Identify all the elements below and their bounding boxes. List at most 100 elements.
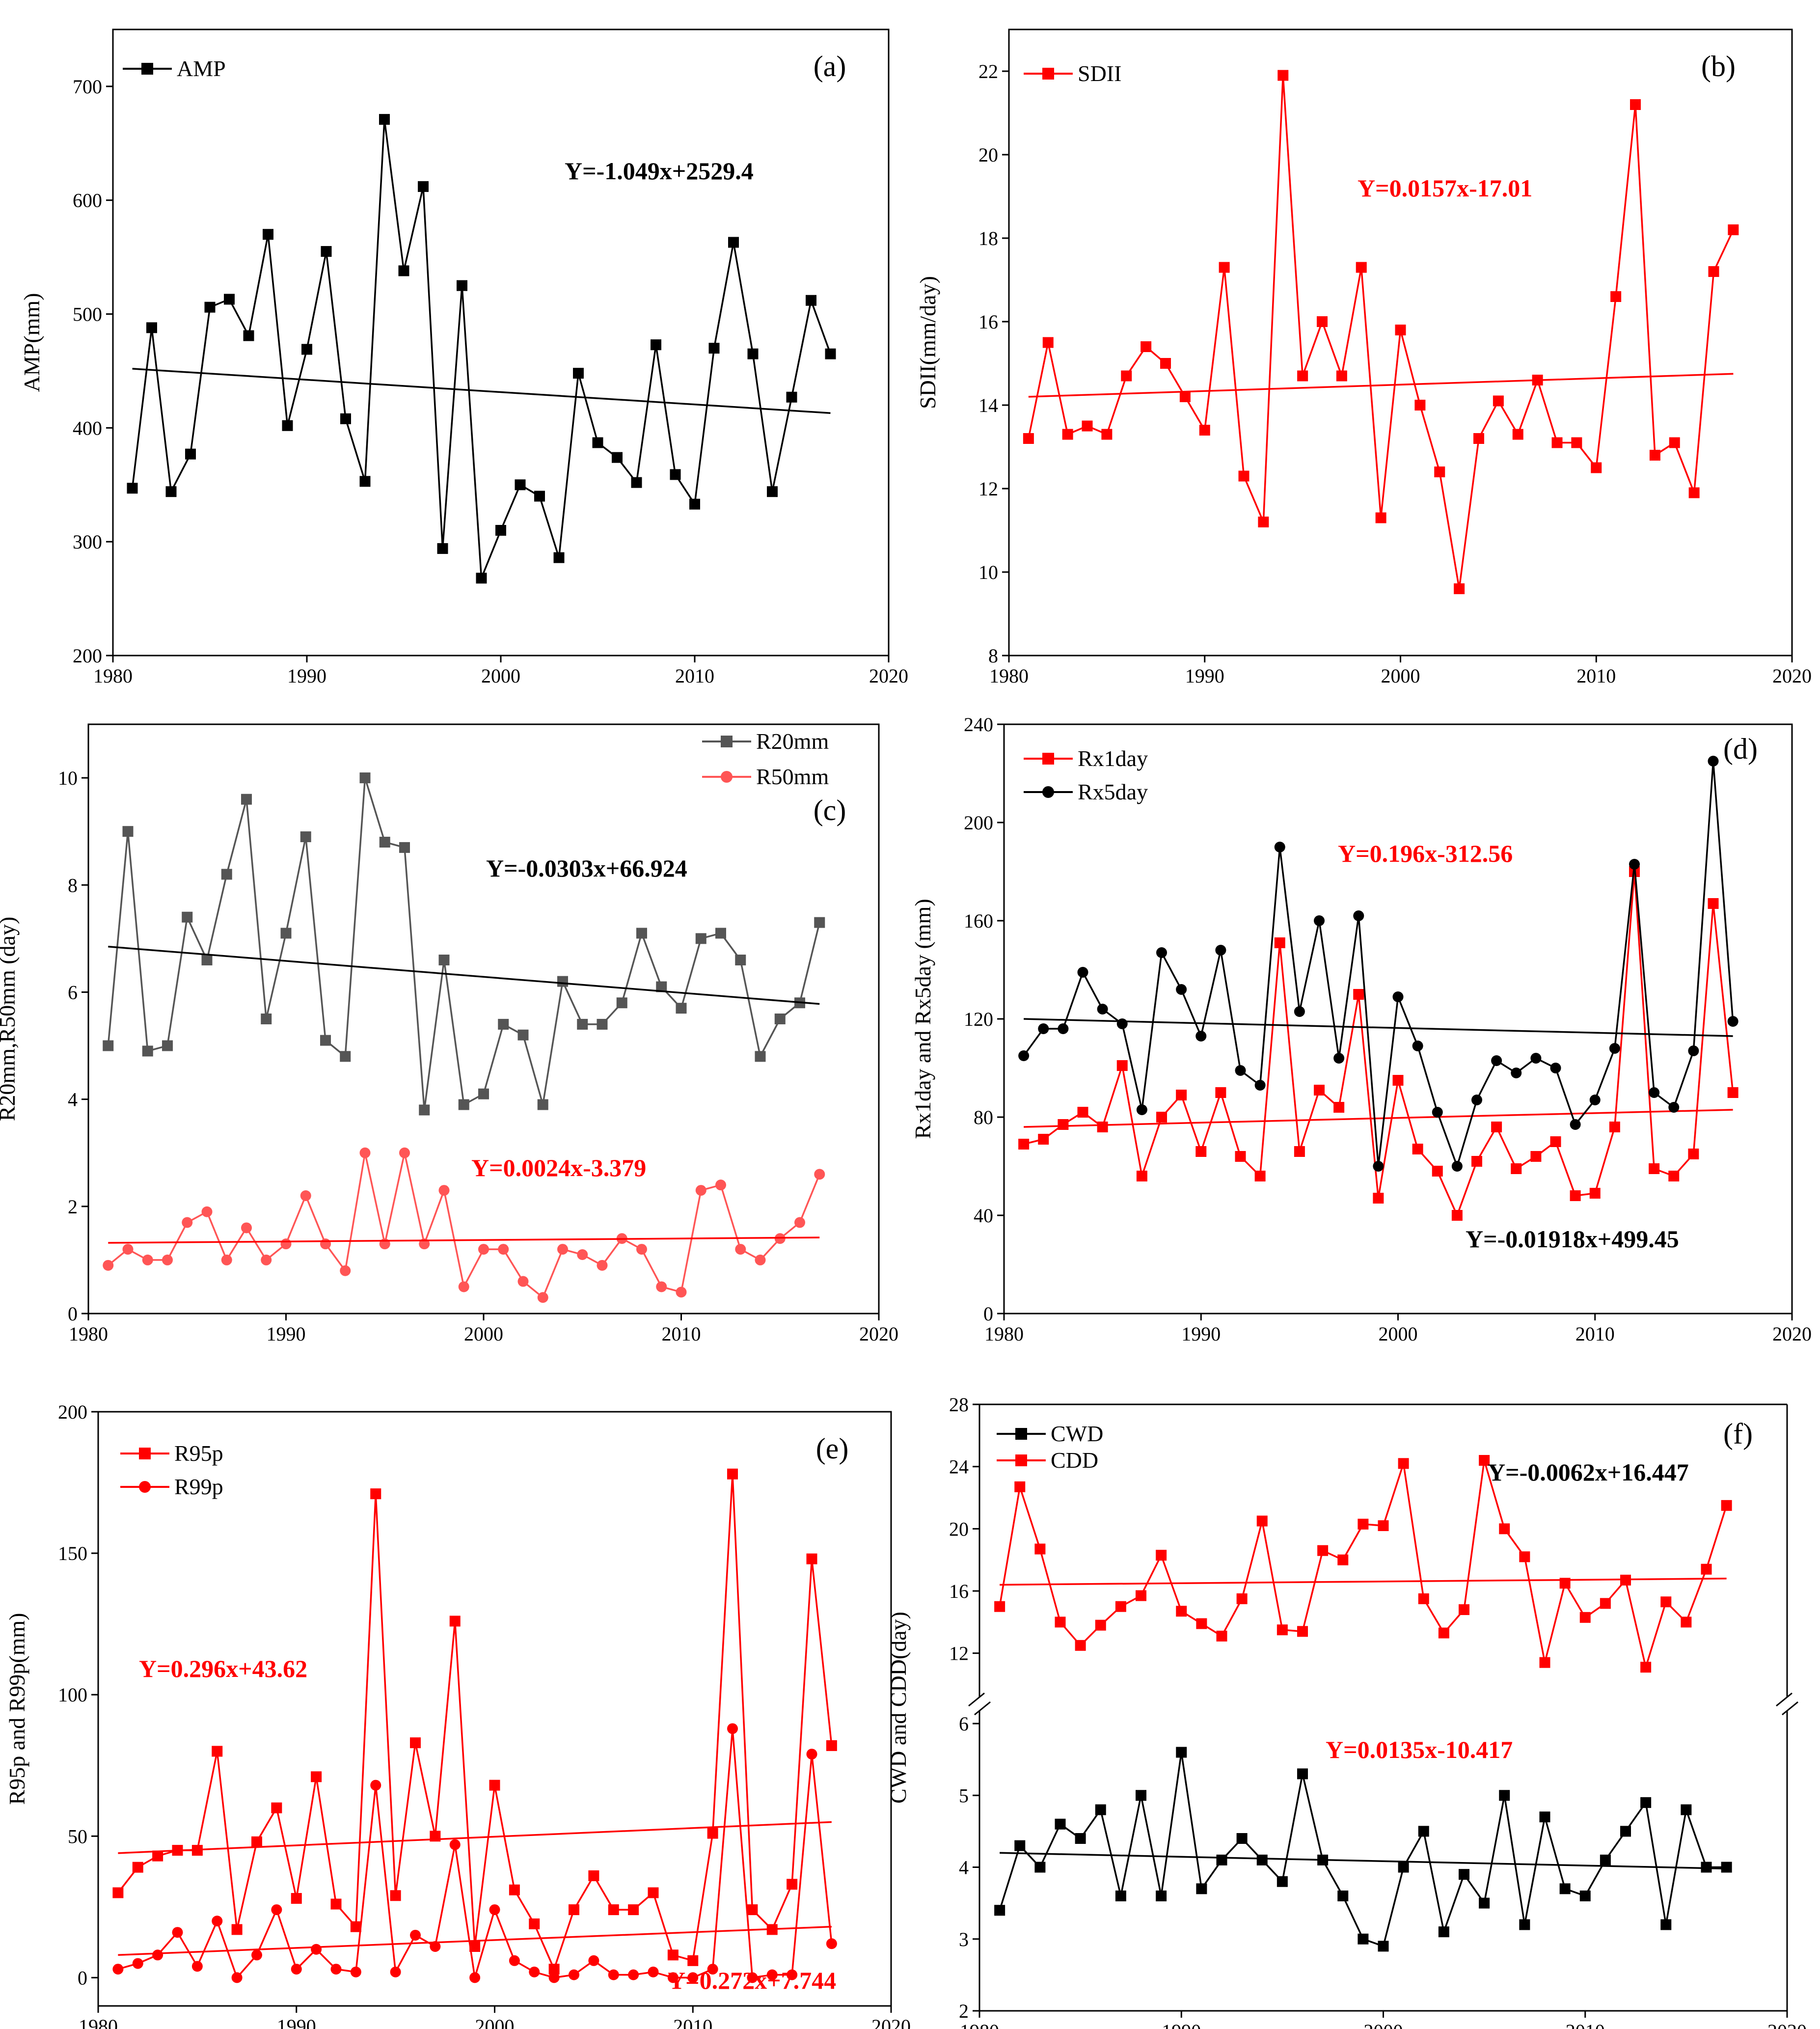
- data-point-CDD: [1579, 1612, 1591, 1623]
- trend-line-Rx5day: [1024, 1018, 1733, 1037]
- data-point-CWD: [1519, 1919, 1530, 1930]
- data-point-R20mm: [755, 1051, 766, 1062]
- data-point-R95p: [548, 1964, 560, 1975]
- data-point-R50mm: [201, 1206, 213, 1217]
- data-point-R99p: [311, 1944, 322, 1955]
- data-point-CDD: [1600, 1598, 1611, 1609]
- data-point-Rx5day: [1451, 1161, 1463, 1172]
- data-point-R95p: [152, 1850, 163, 1862]
- data-point-R20mm: [656, 981, 667, 992]
- data-point-R20mm: [300, 831, 311, 843]
- data-point-R99p: [766, 1969, 778, 1980]
- data-point-R99p: [251, 1949, 262, 1961]
- data-point-R50mm: [557, 1244, 568, 1255]
- data-point-CWD: [1156, 1891, 1167, 1901]
- data-point-AMP: [282, 420, 293, 431]
- data-point-R99p: [469, 1972, 481, 1983]
- data-point-SDII: [1375, 512, 1386, 523]
- data-point-CDD: [1721, 1500, 1732, 1511]
- data-point-CWD: [1196, 1883, 1207, 1894]
- y-tick-label: 22: [978, 60, 998, 82]
- data-point-Rx5day: [1097, 1004, 1108, 1014]
- data-point-R95p: [489, 1780, 500, 1791]
- data-point-AMP: [651, 339, 661, 351]
- panel-e: 1980 1990 2000 2010 2020 0 50 100 150 200 R95p and…: [4, 1401, 911, 2029]
- x-tick-label: 1980: [984, 1323, 1024, 1345]
- y-tick-label: 200: [964, 812, 993, 834]
- data-point-R95p: [529, 1918, 540, 1929]
- data-point-Rx5day: [1392, 991, 1404, 1002]
- data-point-R20mm: [201, 955, 213, 965]
- data-point-CWD: [1600, 1854, 1611, 1865]
- data-point-R95p: [410, 1737, 421, 1749]
- x-tick-label: 2000: [481, 665, 520, 687]
- data-point-CDD: [1297, 1626, 1308, 1637]
- data-point-R95p: [469, 1941, 481, 1952]
- data-point-CDD: [1358, 1518, 1369, 1530]
- data-point-R20mm: [122, 826, 134, 837]
- data-point-CDD: [1701, 1563, 1712, 1575]
- data-point-R50mm: [794, 1217, 805, 1228]
- data-point-CDD: [1479, 1455, 1490, 1466]
- data-point-Rx1day: [1058, 1119, 1069, 1130]
- data-point-Rx1day: [1274, 937, 1285, 948]
- data-point-CDD: [1136, 1590, 1146, 1601]
- y-tick-label: 4: [68, 1089, 78, 1111]
- data-point-CWD: [1378, 1941, 1389, 1952]
- legend-marker: [139, 1481, 151, 1493]
- data-point-CWD: [1136, 1790, 1146, 1801]
- data-point-R99p: [350, 1966, 361, 1977]
- data-point-R95p: [648, 1887, 659, 1898]
- data-point-R95p: [687, 1955, 699, 1966]
- data-point-R20mm: [379, 837, 390, 848]
- y-tick-label: 2: [68, 1196, 78, 1218]
- data-point-CWD: [1499, 1790, 1510, 1801]
- data-point-R95p: [449, 1616, 461, 1627]
- data-point-Rx5day: [1511, 1068, 1522, 1078]
- data-point-CDD: [1337, 1554, 1349, 1565]
- data-point-R95p: [390, 1890, 401, 1901]
- data-point-Rx1day: [1235, 1151, 1246, 1162]
- axis-break-gap: [971, 1697, 988, 1711]
- x-tick-label: 2000: [1379, 1323, 1418, 1345]
- y-tick-label: 6: [68, 981, 78, 1003]
- data-point-Rx5day: [1530, 1053, 1542, 1064]
- data-point-AMP: [708, 343, 720, 354]
- data-point-SDII: [1317, 316, 1328, 327]
- data-point-R95p: [350, 1921, 361, 1932]
- data-point-SDII: [1395, 325, 1406, 335]
- data-point-R99p: [826, 1938, 837, 1949]
- data-point-R20mm: [320, 1035, 331, 1046]
- y-tick-label-lower: 3: [959, 1928, 969, 1950]
- data-point-R99p: [787, 1969, 798, 1980]
- data-point-R99p: [569, 1969, 579, 1980]
- data-point-R95p: [112, 1887, 124, 1898]
- panel-f: 1980 1990 2000 2010 2020 12 16 20 24 28 2 3 4 5 6 CWD a…: [886, 1394, 1807, 2029]
- data-point-SDII: [1591, 462, 1602, 473]
- data-point-Rx1day: [1530, 1151, 1542, 1162]
- x-tick-label: 1990: [1181, 1323, 1221, 1345]
- data-point-Rx5day: [1727, 1016, 1739, 1027]
- legend-label-R20mm: R20mm: [756, 729, 829, 754]
- data-point-R20mm: [103, 1040, 114, 1051]
- data-point-R20mm: [676, 1003, 687, 1014]
- data-point-Rx1day: [1491, 1122, 1502, 1132]
- y-tick-label: 50: [68, 1825, 87, 1847]
- data-point-R50mm: [221, 1254, 232, 1265]
- data-point-CDD: [1499, 1523, 1510, 1535]
- data-point-CDD: [1014, 1481, 1026, 1492]
- data-point-R95p: [291, 1893, 302, 1904]
- data-point-Rx5day: [1649, 1087, 1660, 1098]
- y-tick-label: 12: [978, 478, 998, 500]
- data-point-Rx1day: [1353, 989, 1364, 1000]
- data-point-CDD: [1398, 1458, 1409, 1469]
- data-point-Rx1day: [1471, 1156, 1482, 1167]
- data-point-R95p: [330, 1898, 342, 1910]
- data-point-R50mm: [517, 1276, 529, 1287]
- y-tick-label: 160: [964, 910, 993, 932]
- data-point-R99p: [112, 1964, 124, 1975]
- y-tick-label: 10: [978, 561, 998, 583]
- data-point-R99p: [410, 1929, 421, 1941]
- x-tick-label: 1980: [960, 2020, 999, 2029]
- data-point-CWD: [1095, 1804, 1106, 1815]
